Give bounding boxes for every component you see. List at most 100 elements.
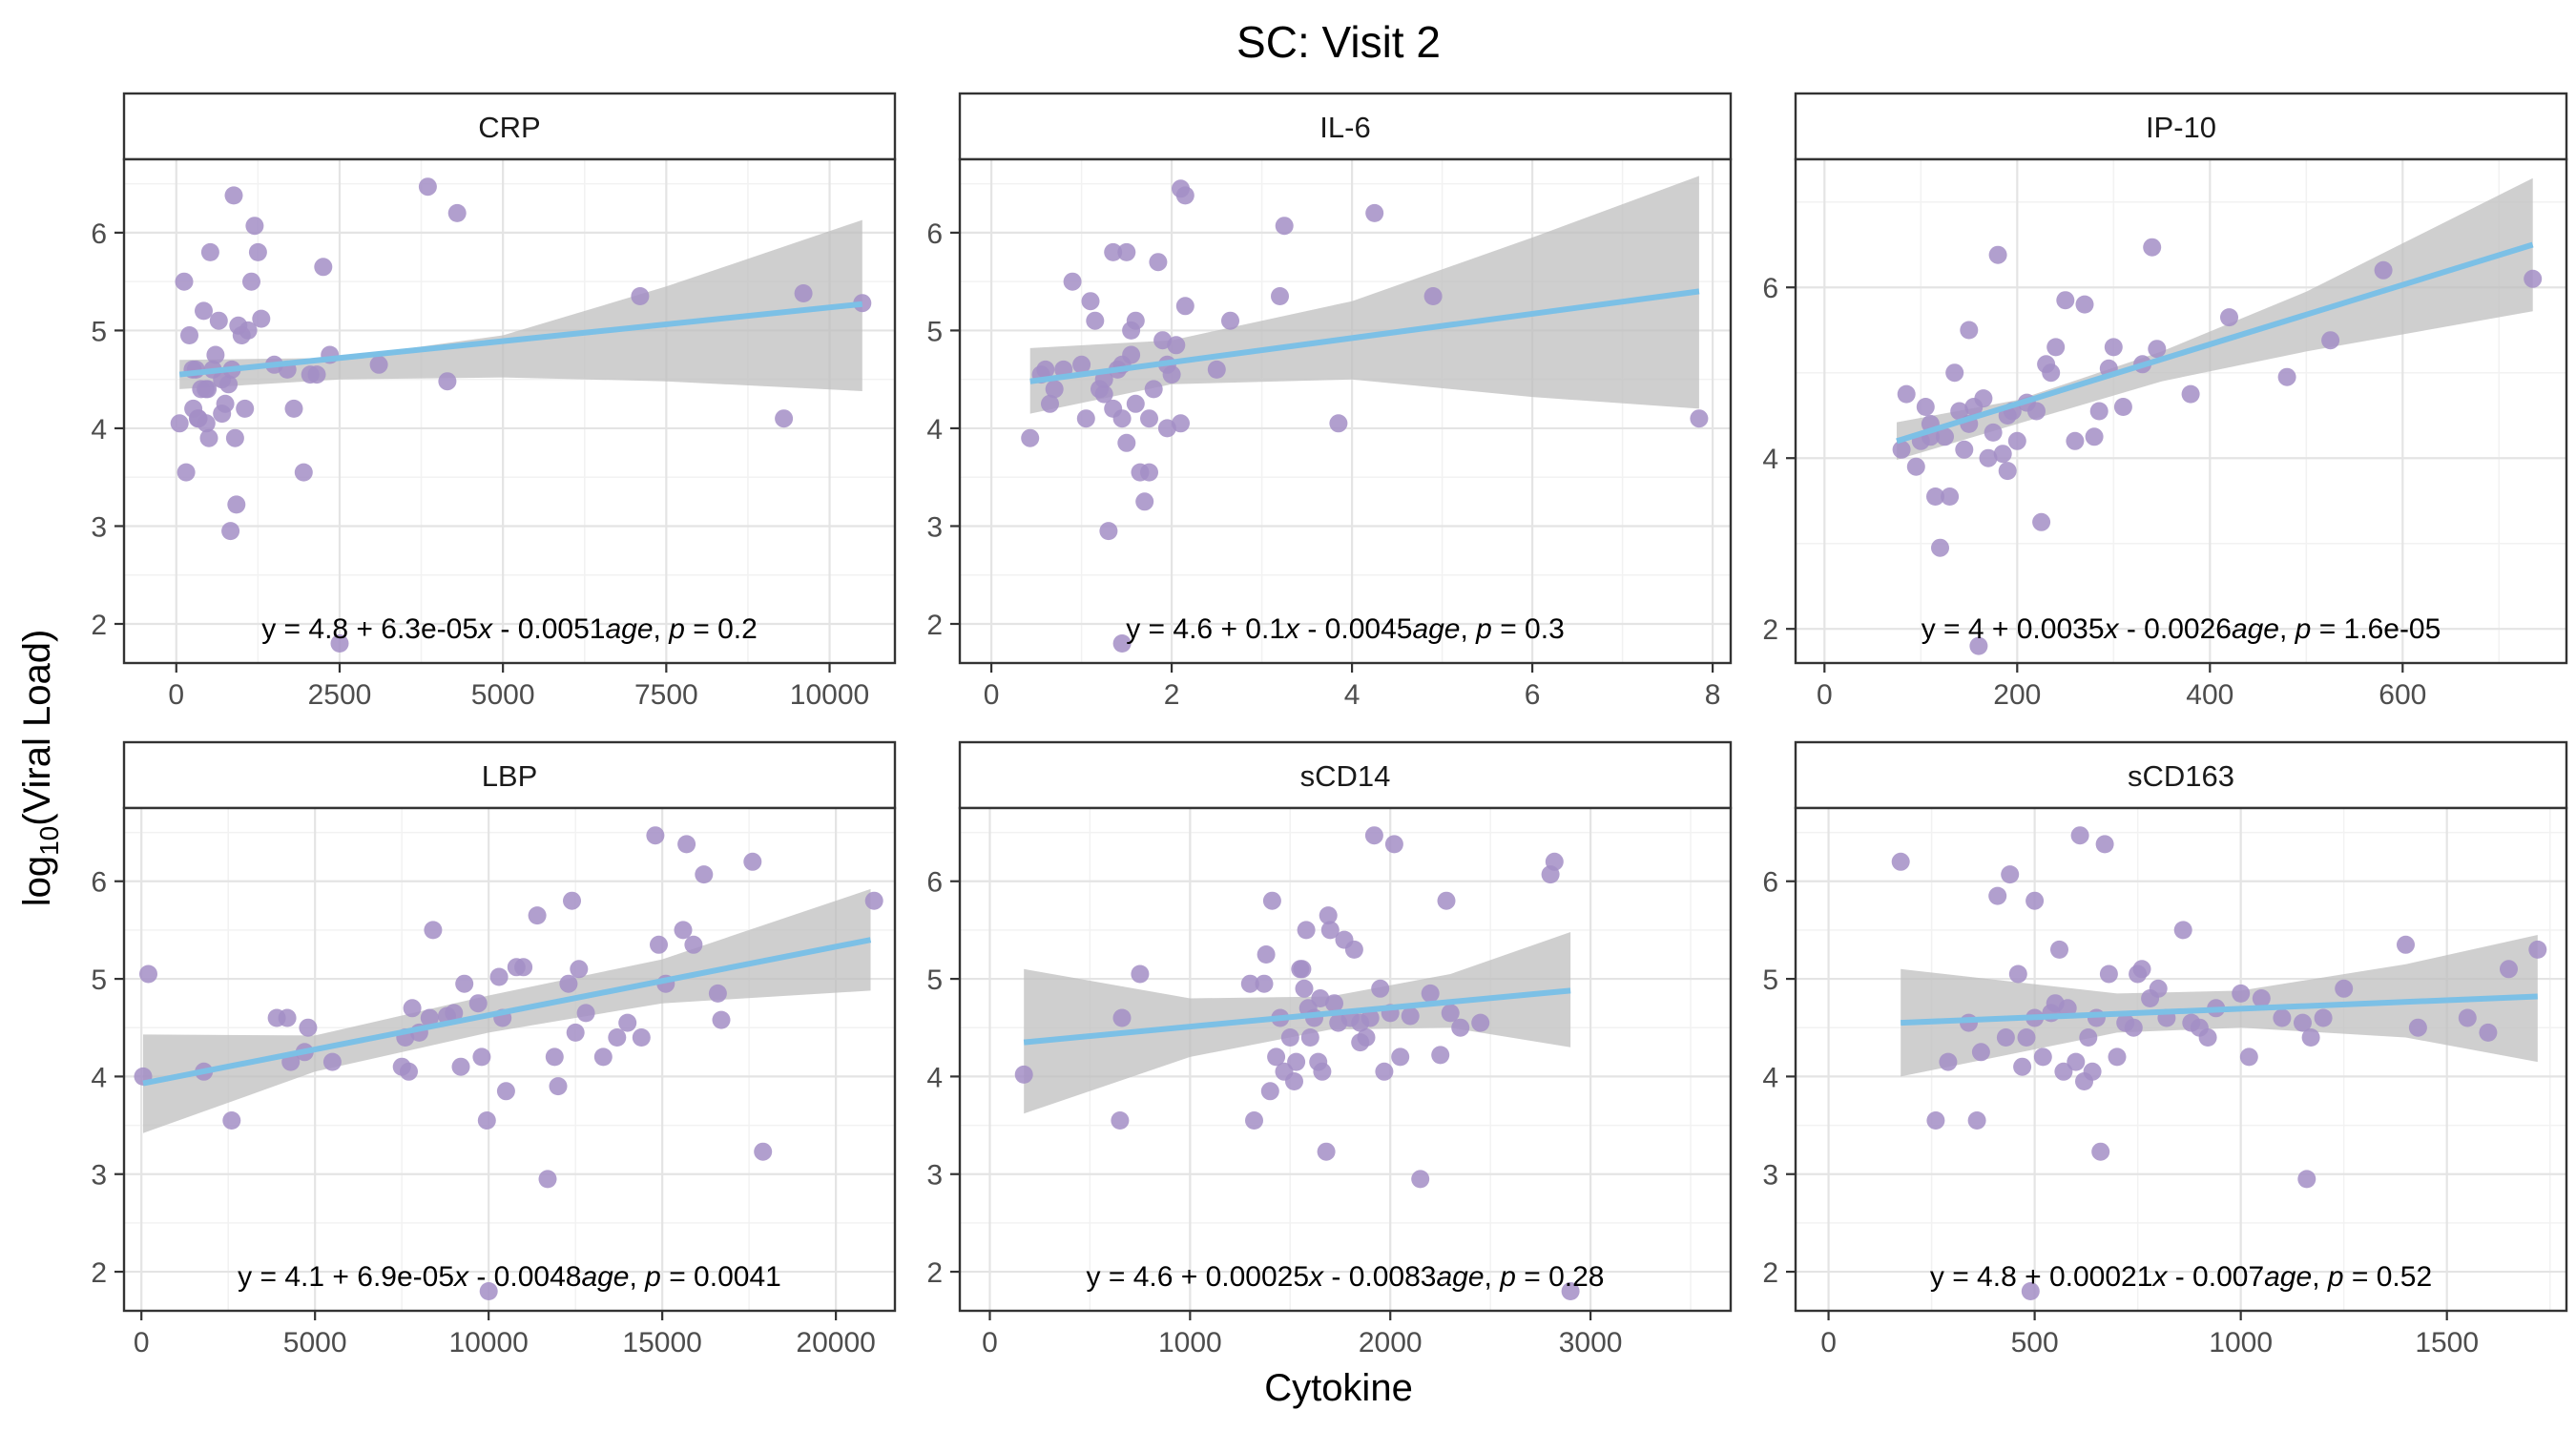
- strip-box: [1794, 740, 2568, 810]
- y-tick-label: 6: [1762, 273, 1778, 304]
- data-point: [563, 891, 581, 910]
- equation-part-c: - 0.0045: [1299, 613, 1412, 645]
- data-point: [1988, 886, 2007, 905]
- plot-layer: [1014, 826, 1580, 1300]
- x-tick-label: 1000: [1158, 1327, 1222, 1358]
- data-point: [1329, 414, 1348, 433]
- data-point: [2173, 921, 2192, 940]
- x-tick-label: 0: [134, 1327, 150, 1358]
- data-point: [1257, 945, 1276, 964]
- data-point: [514, 958, 533, 977]
- data-point: [2232, 984, 2251, 1003]
- data-point: [684, 935, 703, 954]
- y-axis-title: log10(Viral Load): [16, 630, 64, 907]
- data-point: [420, 1008, 439, 1027]
- data-point: [2408, 1018, 2427, 1037]
- data-point: [239, 321, 258, 340]
- y-tick-label: 4: [91, 1062, 107, 1093]
- data-point: [2397, 935, 2415, 954]
- equation-part-f: p: [644, 1261, 661, 1293]
- x-tick-label: 5000: [471, 679, 535, 711]
- data-point: [2335, 979, 2354, 998]
- data-point: [1955, 440, 1974, 459]
- x-tick-label: 8: [1705, 679, 1721, 711]
- data-point: [496, 1082, 515, 1101]
- equation-part-c: - 0.007: [2167, 1261, 2264, 1293]
- panel-border: [122, 157, 897, 665]
- data-point: [1295, 979, 1314, 998]
- data-point: [369, 355, 388, 374]
- data-point: [2524, 269, 2543, 288]
- data-point: [2056, 291, 2075, 310]
- data-point: [1112, 1008, 1132, 1027]
- x-tick-label: 0: [984, 679, 1000, 711]
- strip-label: IL-6: [1319, 111, 1370, 144]
- plot-layer: [1891, 826, 2547, 1300]
- data-point: [608, 1028, 627, 1047]
- equation-part-d: age: [2232, 613, 2279, 645]
- chart-title: SC: Visit 2: [1236, 17, 1441, 67]
- facet-panel-crp: CRP y = 4.8 + 6.3e-05x - 0.0051age, p = 0…: [91, 92, 897, 711]
- data-point: [1411, 1170, 1430, 1189]
- data-point: [447, 203, 467, 222]
- data-point: [219, 375, 239, 394]
- regression-equation: y = 4.8 + 6.3e-05x - 0.0051age, p = 0.2: [261, 613, 758, 645]
- data-point: [489, 967, 509, 986]
- data-point: [209, 311, 228, 330]
- x-tick-label: 1500: [2415, 1327, 2479, 1358]
- data-point: [1086, 311, 1105, 330]
- data-point: [1365, 203, 1384, 222]
- data-point: [1969, 636, 1988, 655]
- data-point: [794, 284, 813, 302]
- data-point: [195, 301, 213, 321]
- x-tick-label: 0: [168, 679, 184, 711]
- data-point: [2083, 1062, 2102, 1081]
- data-point: [2033, 1047, 2052, 1067]
- data-point: [2301, 1028, 2320, 1047]
- x-tick-label: 2500: [308, 679, 372, 711]
- y-tick-label: 4: [926, 414, 943, 446]
- data-point: [1423, 287, 1443, 305]
- data-point: [2095, 835, 2114, 854]
- data-point: [2079, 1028, 2098, 1047]
- data-point: [1045, 380, 1064, 399]
- data-point: [175, 272, 194, 291]
- data-point: [1126, 394, 1145, 413]
- data-point: [1926, 487, 1944, 506]
- equation-part-c: - 0.0026: [2119, 613, 2232, 645]
- data-point: [1140, 409, 1158, 428]
- panel-border: [958, 806, 1733, 1313]
- plot-layer: [170, 177, 872, 653]
- data-point: [1112, 409, 1132, 428]
- plot-layer: [134, 826, 883, 1300]
- data-point: [1441, 1004, 1460, 1023]
- data-point: [1172, 414, 1190, 433]
- data-point: [545, 1047, 564, 1067]
- data-point: [1275, 217, 1294, 236]
- data-point: [213, 404, 232, 424]
- data-point: [2479, 1023, 2498, 1042]
- data-point: [1931, 538, 1949, 557]
- data-point: [2017, 1028, 2036, 1047]
- regression-line: [142, 937, 872, 1087]
- y-tick-label: 2: [926, 610, 943, 641]
- plot-layer: [1021, 176, 1709, 653]
- y-axis-title-rest: (Viral Load): [16, 630, 58, 826]
- data-point: [438, 372, 457, 391]
- data-point: [853, 294, 872, 313]
- data-point: [330, 634, 349, 653]
- data-point: [2032, 512, 2051, 531]
- data-point: [1916, 398, 1935, 416]
- data-point: [1967, 1111, 1986, 1130]
- y-tick-label: 6: [1762, 867, 1778, 899]
- y-tick-label: 6: [91, 218, 107, 250]
- x-tick-label: 0: [1820, 1327, 1837, 1358]
- data-point: [1081, 292, 1100, 311]
- data-point: [1207, 360, 1226, 379]
- data-point: [2089, 402, 2109, 421]
- data-point: [1267, 1047, 1286, 1067]
- y-tick-label: 6: [926, 218, 943, 250]
- strip-box: [958, 740, 1733, 810]
- data-point: [403, 999, 422, 1018]
- x-tick-label: 15000: [622, 1327, 701, 1358]
